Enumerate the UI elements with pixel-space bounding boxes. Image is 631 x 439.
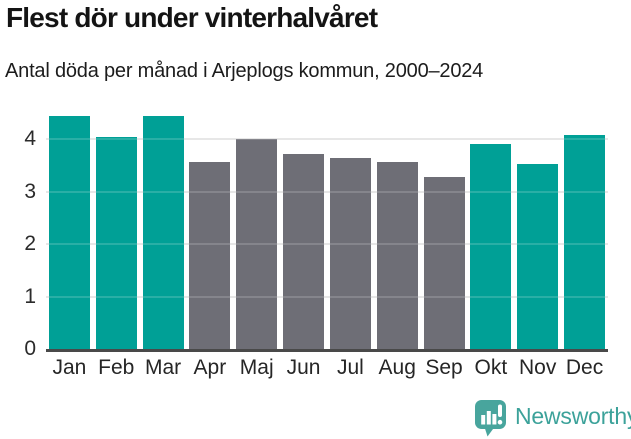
x-tick-label-jul: Jul xyxy=(336,356,364,379)
bar-slot-nov xyxy=(514,112,561,349)
bar-maj xyxy=(236,139,278,349)
brand-name: Newsworthy xyxy=(515,403,631,429)
x-tick-label-jun: Jun xyxy=(286,356,321,379)
plot-area xyxy=(46,112,608,352)
bar-apr xyxy=(189,162,231,349)
logo-bar-2 xyxy=(486,411,491,425)
x-tick-label-mar: Mar xyxy=(144,356,182,379)
bar-slot-maj xyxy=(233,112,280,349)
bar-slot-aug xyxy=(374,112,421,349)
bar-aug xyxy=(376,162,418,349)
y-tick-label-2: 2 xyxy=(24,232,36,256)
x-tick-label-jan: Jan xyxy=(52,356,87,379)
bar-jul xyxy=(329,158,371,349)
bar-slot-mar xyxy=(140,112,187,349)
brand-footer: Newsworthy xyxy=(474,399,631,438)
x-tick-label-maj: Maj xyxy=(239,356,274,379)
logo-bar-1 xyxy=(481,415,486,425)
x-tick-label-okt: Okt xyxy=(474,356,508,379)
y-tick-label-1: 1 xyxy=(24,284,36,308)
bar-slot-okt xyxy=(467,112,514,349)
logo-bar-3 xyxy=(492,414,497,425)
bar-dec xyxy=(564,135,606,349)
y-tick-label-4: 4 xyxy=(24,127,36,151)
x-tick-label-dec: Dec xyxy=(565,356,604,379)
x-tick-label-sep: Sep xyxy=(425,356,463,379)
bar-jun xyxy=(283,153,325,349)
bar-slot-jan xyxy=(46,112,93,349)
chart-subtitle: Antal döda per månad i Arjeplogs kommun,… xyxy=(5,60,484,82)
logo-exclamation-dot xyxy=(497,419,503,425)
bar-jan xyxy=(48,116,90,349)
bar-series xyxy=(46,112,608,349)
bar-okt xyxy=(470,143,512,349)
bar-slot-jul xyxy=(327,112,374,349)
bar-slot-jun xyxy=(280,112,327,349)
x-tick-label-feb: Feb xyxy=(98,356,135,379)
y-tick-label-3: 3 xyxy=(24,179,36,203)
bar-slot-feb xyxy=(93,112,140,349)
bar-slot-apr xyxy=(186,112,233,349)
x-axis-labels: Jan Feb Mar Apr Maj Jun Jul Aug Sep Okt Nov Dec xyxy=(46,356,608,380)
bar-slot-sep xyxy=(421,112,468,349)
bar-nov xyxy=(517,164,559,349)
newsworthy-logo-icon xyxy=(475,400,506,437)
bar-slot-dec xyxy=(561,112,608,349)
x-tick-label-apr: Apr xyxy=(193,356,227,379)
x-tick-label-aug: Aug xyxy=(378,356,416,379)
bar-feb xyxy=(95,137,137,349)
bar-sep xyxy=(423,177,465,349)
y-tick-label-0: 0 xyxy=(24,337,36,360)
logo-exclamation-stroke xyxy=(498,404,502,417)
chart-title: Flest dör under vinterhalvåret xyxy=(6,2,378,33)
x-tick-label-nov: Nov xyxy=(519,356,557,379)
bar-mar xyxy=(142,116,184,349)
